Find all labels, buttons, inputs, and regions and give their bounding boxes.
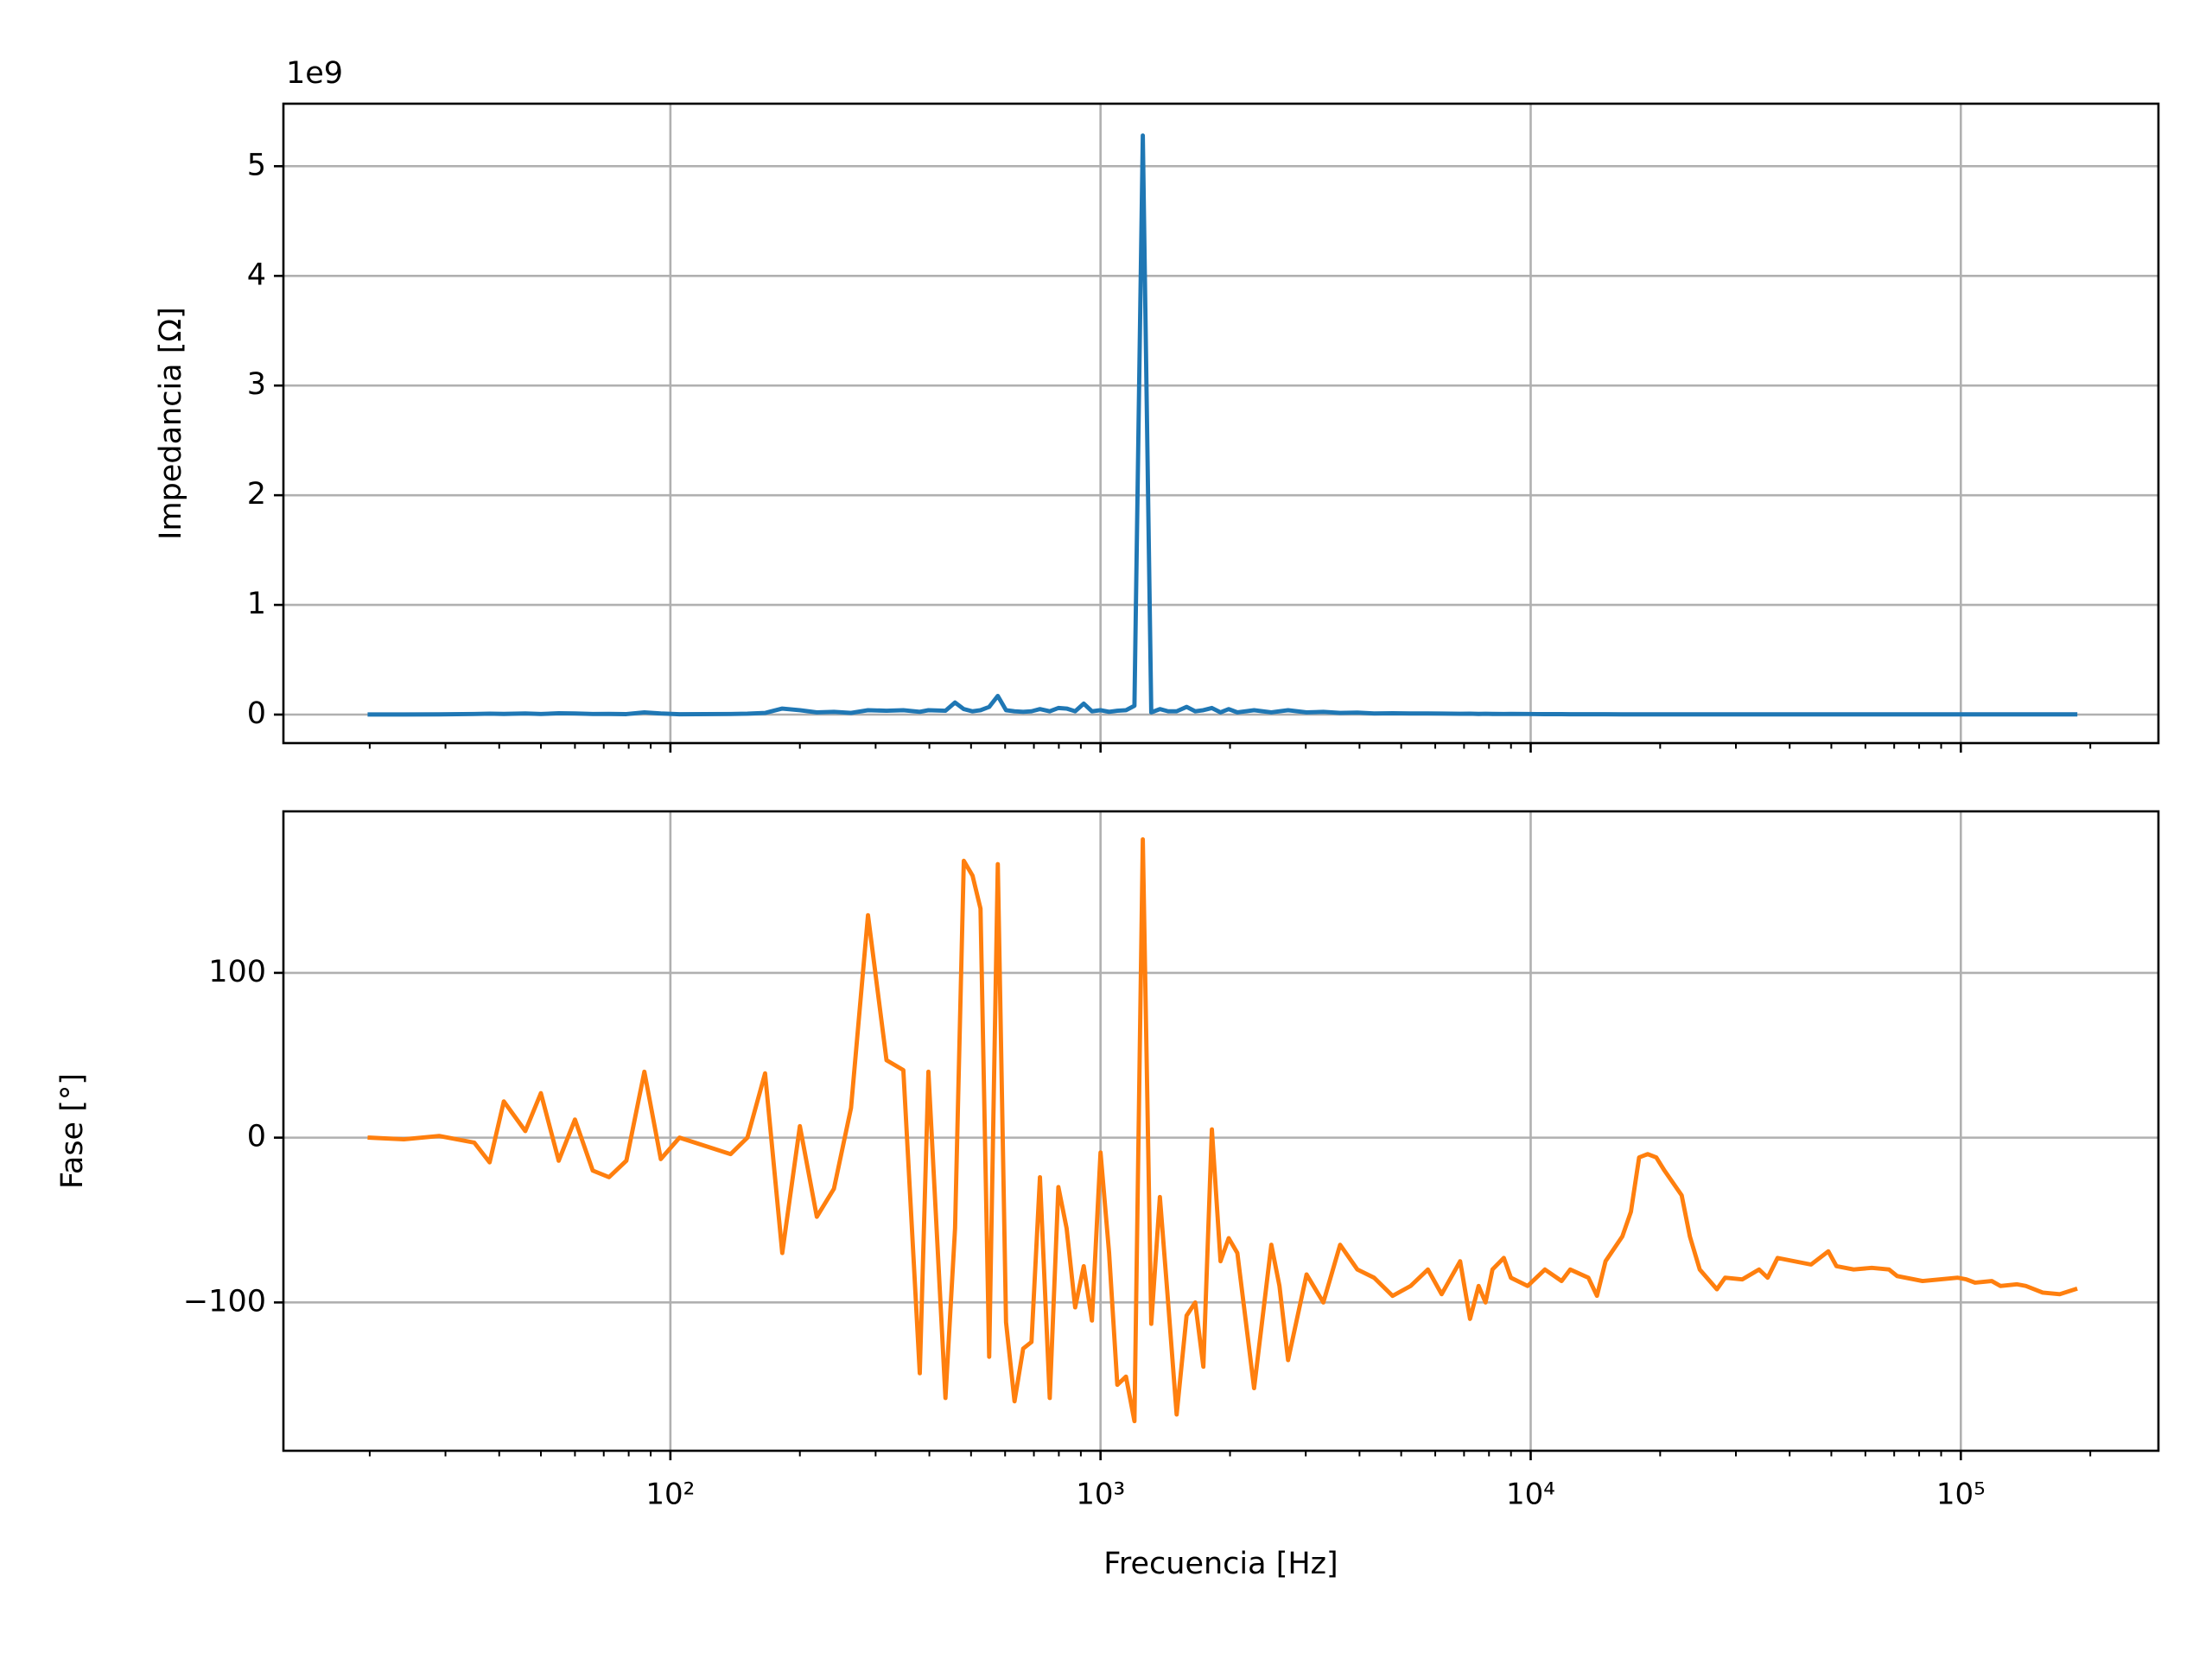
- y-tick-label: 0: [247, 696, 266, 731]
- y-tick-label: 3: [247, 367, 266, 402]
- x-tick-label: 10⁴: [1506, 1478, 1555, 1512]
- y-tick-label: 4: [247, 257, 266, 292]
- y-tick-label: 2: [247, 477, 266, 512]
- y-tick-label: 0: [247, 1120, 266, 1154]
- axes-frame: [282, 810, 2160, 1452]
- y-tick-label: −100: [183, 1284, 266, 1319]
- x-tick-label: 10⁵: [1936, 1478, 1986, 1512]
- data-line: [367, 836, 2078, 1424]
- y-axis-label: Fase [°]: [55, 1073, 90, 1189]
- y-axis-label: Impedancia [Ω]: [154, 307, 188, 540]
- y-tick-label: 1: [247, 587, 266, 621]
- y-tick-label: 100: [208, 955, 266, 989]
- axes-frame: [282, 102, 2160, 745]
- y-tick-label: 5: [247, 148, 266, 182]
- x-tick-label: 10³: [1076, 1478, 1125, 1512]
- offset-text: 1e9: [286, 56, 343, 91]
- x-axis-label: Frecuencia [Hz]: [1103, 1547, 1338, 1581]
- data-line: [367, 133, 2078, 717]
- x-tick-label: 10²: [645, 1478, 695, 1512]
